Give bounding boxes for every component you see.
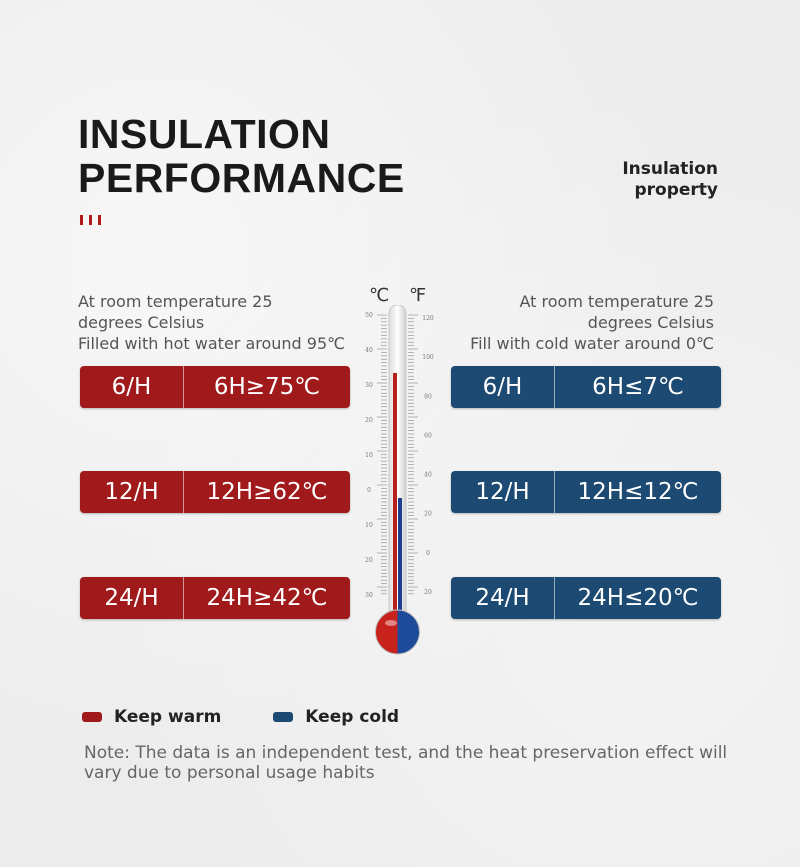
cold-bar-24h: 24/H 24H≤20℃	[451, 577, 721, 619]
celsius-tick-label: 40	[365, 347, 373, 354]
thermometer-bulb	[375, 609, 420, 655]
warm-result: 12H≥62℃	[206, 479, 328, 505]
celsius-tick-label: 30	[365, 592, 373, 599]
title-line-2: PERFORMANCE	[78, 155, 405, 201]
cold-hours: 24/H	[451, 577, 555, 619]
cold-condition: At room temperature 25 degrees Celsius F…	[470, 291, 714, 354]
celsius-unit: ℃	[369, 285, 390, 306]
legend-warm-swatch	[82, 712, 102, 722]
fahrenheit-tick-label: 40	[424, 472, 432, 479]
warm-mercury	[393, 373, 397, 625]
cold-bar-12h: 12/H 12H≤12℃	[451, 471, 721, 513]
fahrenheit-tick-label: 60	[424, 432, 432, 439]
celsius-tick-label: 10	[365, 522, 373, 529]
warm-condition-line-2: degrees Celsius	[78, 313, 205, 332]
legend-cold: Keep cold	[273, 707, 399, 727]
warm-hours: 24/H	[80, 577, 184, 619]
warm-result: 6H≥75℃	[213, 374, 321, 400]
celsius-tick-label: 20	[365, 417, 373, 424]
subtitle-line-1: Insulation	[622, 159, 718, 179]
cold-condition-line-2: degrees Celsius	[587, 313, 714, 332]
cold-bar-6h: 6/H 6H≤7℃	[451, 366, 721, 408]
cold-result: 12H≤12℃	[577, 479, 699, 505]
warm-hours: 6/H	[80, 366, 184, 408]
fahrenheit-tick-label: 0	[426, 550, 430, 557]
title-line-1: INSULATION	[78, 111, 331, 157]
warm-condition-line-1: At room temperature 25	[78, 292, 273, 311]
warm-bar-12h: 12/H 12H≥62℃	[80, 471, 350, 513]
warm-condition: At room temperature 25 degrees Celsius F…	[78, 291, 345, 354]
subtitle-line-2: property	[634, 180, 718, 200]
celsius-tick-label: 10	[365, 452, 373, 459]
thermometer-tube	[388, 305, 407, 626]
warm-result: 24H≥42℃	[206, 585, 328, 611]
cold-hours: 12/H	[451, 471, 555, 513]
legend-cold-label: Keep cold	[305, 707, 400, 727]
legend-warm-label: Keep warm	[114, 707, 222, 727]
subtitle: Insulation property	[622, 159, 718, 201]
accent-dashes	[80, 215, 101, 225]
warm-hours: 12/H	[80, 471, 184, 513]
fahrenheit-tick-label: 120	[422, 315, 434, 322]
note-text: Note: The data is an independent test, a…	[84, 743, 728, 783]
cold-result: 24H≤20℃	[577, 585, 699, 611]
cold-result: 6H≤7℃	[592, 374, 684, 400]
cold-condition-line-1: At room temperature 25	[519, 292, 714, 311]
fahrenheit-tick-label: 100	[422, 354, 434, 361]
cold-hours: 6/H	[451, 366, 555, 408]
page-title: INSULATION PERFORMANCE	[78, 112, 405, 200]
fahrenheit-tick-label: 80	[424, 393, 432, 400]
fahrenheit-unit: ℉	[409, 285, 427, 306]
legend-cold-swatch	[273, 712, 294, 722]
fahrenheit-tick-label: 20	[424, 511, 432, 518]
warm-condition-line-3: Filled with hot water around 95℃	[78, 334, 346, 353]
legend-warm: Keep warm	[82, 707, 221, 727]
warm-bar-24h: 24/H 24H≥42℃	[80, 577, 350, 619]
warm-bar-6h: 6/H 6H≥75℃	[80, 366, 350, 408]
legend: Keep warm Keep cold	[82, 707, 451, 727]
cold-mercury	[398, 498, 402, 625]
celsius-tick-label: 30	[365, 382, 373, 389]
celsius-tick-label: 20	[365, 557, 373, 564]
cold-condition-line-3: Fill with cold water around 0℃	[470, 334, 714, 353]
celsius-tick-label: 50	[365, 312, 373, 319]
celsius-tick-label: 0	[367, 487, 371, 494]
fahrenheit-tick-label: 20	[424, 589, 432, 596]
